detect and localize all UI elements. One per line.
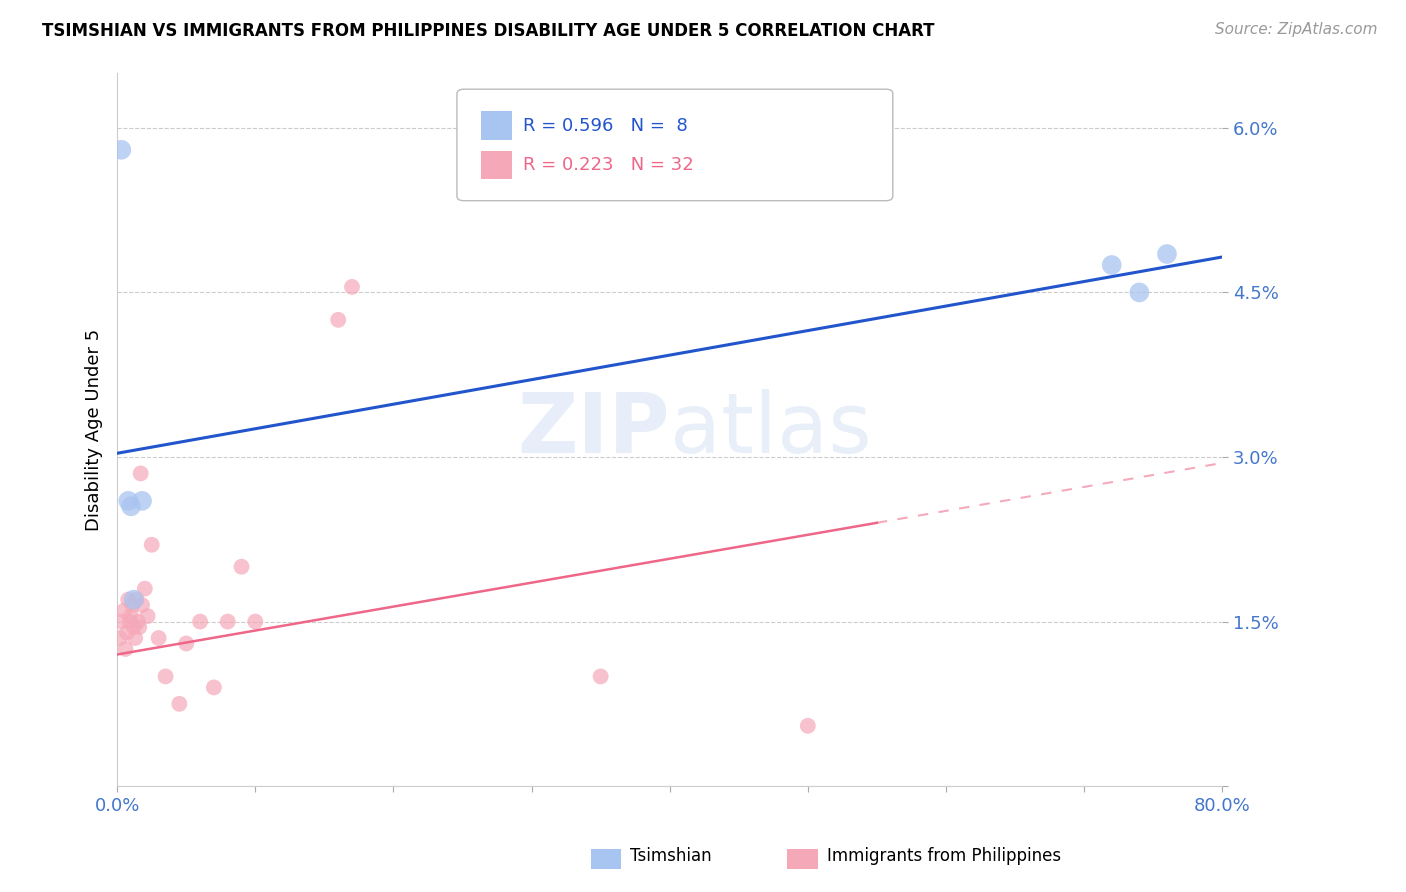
Text: Immigrants from Philippines: Immigrants from Philippines xyxy=(827,847,1062,865)
Point xyxy=(122,620,145,634)
Point xyxy=(217,615,239,629)
Point xyxy=(125,592,148,607)
Point xyxy=(328,313,350,327)
Point xyxy=(141,538,163,552)
Point xyxy=(120,500,142,514)
Point xyxy=(589,669,612,683)
Text: TSIMSHIAN VS IMMIGRANTS FROM PHILIPPINES DISABILITY AGE UNDER 5 CORRELATION CHAR: TSIMSHIAN VS IMMIGRANTS FROM PHILIPPINES… xyxy=(42,22,935,40)
Text: ZIP: ZIP xyxy=(517,389,669,470)
Point xyxy=(117,592,139,607)
Point xyxy=(120,609,142,624)
Point xyxy=(1101,258,1123,272)
Point xyxy=(131,598,153,612)
Point xyxy=(1128,285,1150,300)
Point xyxy=(114,642,136,657)
Point xyxy=(136,609,159,624)
Text: atlas: atlas xyxy=(669,389,872,470)
Point xyxy=(127,615,149,629)
Point xyxy=(108,631,131,645)
Point xyxy=(148,631,170,645)
Point xyxy=(797,719,820,733)
Text: R = 0.596   N =  8: R = 0.596 N = 8 xyxy=(523,117,688,135)
Point xyxy=(124,631,146,645)
Point xyxy=(110,143,132,157)
Point xyxy=(155,669,177,683)
Point xyxy=(174,636,197,650)
Point xyxy=(202,681,225,695)
Point xyxy=(134,582,156,596)
Point xyxy=(122,592,145,607)
Point xyxy=(115,625,138,640)
Text: Source: ZipAtlas.com: Source: ZipAtlas.com xyxy=(1215,22,1378,37)
Point xyxy=(169,697,191,711)
Y-axis label: Disability Age Under 5: Disability Age Under 5 xyxy=(86,328,103,531)
Text: R = 0.223   N = 32: R = 0.223 N = 32 xyxy=(523,156,693,174)
Point xyxy=(121,598,143,612)
Point xyxy=(188,615,211,629)
Point xyxy=(129,467,152,481)
Point xyxy=(131,494,153,508)
Point xyxy=(110,615,132,629)
Point xyxy=(118,615,141,629)
Point xyxy=(112,604,135,618)
Point xyxy=(1156,247,1178,261)
Point xyxy=(340,280,363,294)
Point xyxy=(117,494,139,508)
Point xyxy=(128,620,150,634)
Point xyxy=(231,559,253,574)
Point xyxy=(245,615,267,629)
Text: Tsimshian: Tsimshian xyxy=(630,847,711,865)
